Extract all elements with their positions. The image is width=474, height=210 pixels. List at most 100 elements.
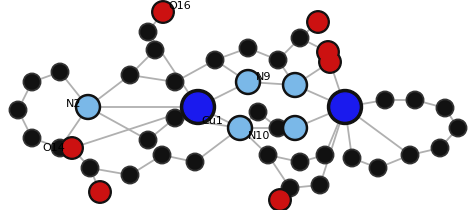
Circle shape — [123, 68, 137, 82]
Circle shape — [307, 11, 329, 33]
Circle shape — [269, 189, 291, 210]
Circle shape — [269, 51, 287, 69]
Circle shape — [241, 41, 255, 55]
Circle shape — [271, 53, 285, 67]
Circle shape — [281, 179, 299, 197]
Circle shape — [285, 118, 305, 138]
Text: O16: O16 — [168, 1, 191, 11]
Circle shape — [401, 146, 419, 164]
Circle shape — [83, 161, 97, 175]
Circle shape — [259, 146, 277, 164]
Circle shape — [291, 29, 309, 47]
Text: N10: N10 — [248, 131, 270, 141]
Circle shape — [433, 141, 447, 155]
Circle shape — [51, 63, 69, 81]
Circle shape — [168, 75, 182, 89]
Circle shape — [309, 13, 327, 31]
Circle shape — [139, 131, 157, 149]
Circle shape — [61, 137, 83, 159]
Circle shape — [451, 121, 465, 135]
Circle shape — [51, 139, 69, 157]
Circle shape — [269, 119, 287, 137]
Circle shape — [321, 53, 339, 71]
Circle shape — [166, 73, 184, 91]
Circle shape — [403, 148, 417, 162]
Circle shape — [261, 148, 275, 162]
Circle shape — [271, 191, 289, 209]
Circle shape — [230, 118, 250, 138]
Circle shape — [166, 109, 184, 127]
Circle shape — [81, 159, 99, 177]
Circle shape — [369, 159, 387, 177]
Circle shape — [271, 121, 285, 135]
Circle shape — [91, 183, 109, 201]
Circle shape — [319, 51, 341, 73]
Circle shape — [449, 119, 467, 137]
Circle shape — [186, 153, 204, 171]
Circle shape — [293, 155, 307, 169]
Circle shape — [283, 72, 308, 97]
Circle shape — [9, 101, 27, 119]
Circle shape — [78, 97, 98, 117]
Circle shape — [206, 51, 224, 69]
Text: Cu1: Cu1 — [201, 116, 223, 126]
Circle shape — [331, 93, 359, 121]
Circle shape — [123, 168, 137, 182]
Circle shape — [184, 93, 212, 121]
Circle shape — [238, 72, 258, 92]
Circle shape — [239, 39, 257, 57]
Circle shape — [311, 176, 329, 194]
Circle shape — [436, 99, 454, 117]
Circle shape — [406, 91, 424, 109]
Circle shape — [291, 153, 309, 171]
Circle shape — [89, 181, 111, 203]
Circle shape — [328, 89, 363, 125]
Circle shape — [236, 70, 261, 94]
Circle shape — [319, 43, 337, 61]
Circle shape — [283, 116, 308, 140]
Text: N9: N9 — [256, 72, 272, 82]
Circle shape — [146, 41, 164, 59]
Circle shape — [345, 151, 359, 165]
Circle shape — [283, 181, 297, 195]
Circle shape — [53, 65, 67, 79]
Circle shape — [181, 89, 216, 125]
Circle shape — [23, 73, 41, 91]
Circle shape — [285, 75, 305, 95]
Circle shape — [251, 105, 265, 119]
Text: O14: O14 — [42, 143, 65, 153]
Circle shape — [318, 148, 332, 162]
Circle shape — [139, 23, 157, 41]
Circle shape — [63, 139, 81, 157]
Circle shape — [121, 66, 139, 84]
Circle shape — [343, 149, 361, 167]
Circle shape — [431, 139, 449, 157]
Circle shape — [371, 161, 385, 175]
Circle shape — [317, 41, 339, 63]
Circle shape — [293, 31, 307, 45]
Circle shape — [23, 129, 41, 147]
Circle shape — [155, 148, 169, 162]
Circle shape — [208, 53, 222, 67]
Circle shape — [75, 94, 100, 119]
Circle shape — [53, 141, 67, 155]
Circle shape — [141, 25, 155, 39]
Circle shape — [378, 93, 392, 107]
Text: N2: N2 — [66, 99, 82, 109]
Circle shape — [228, 116, 253, 140]
Circle shape — [313, 178, 327, 192]
Circle shape — [188, 155, 202, 169]
Circle shape — [141, 133, 155, 147]
Circle shape — [153, 146, 171, 164]
Circle shape — [316, 146, 334, 164]
Circle shape — [154, 3, 172, 21]
Circle shape — [438, 101, 452, 115]
Circle shape — [121, 166, 139, 184]
Circle shape — [168, 111, 182, 125]
Circle shape — [376, 91, 394, 109]
Circle shape — [152, 1, 174, 23]
Circle shape — [11, 103, 25, 117]
Circle shape — [249, 103, 267, 121]
Circle shape — [408, 93, 422, 107]
Circle shape — [25, 131, 39, 145]
